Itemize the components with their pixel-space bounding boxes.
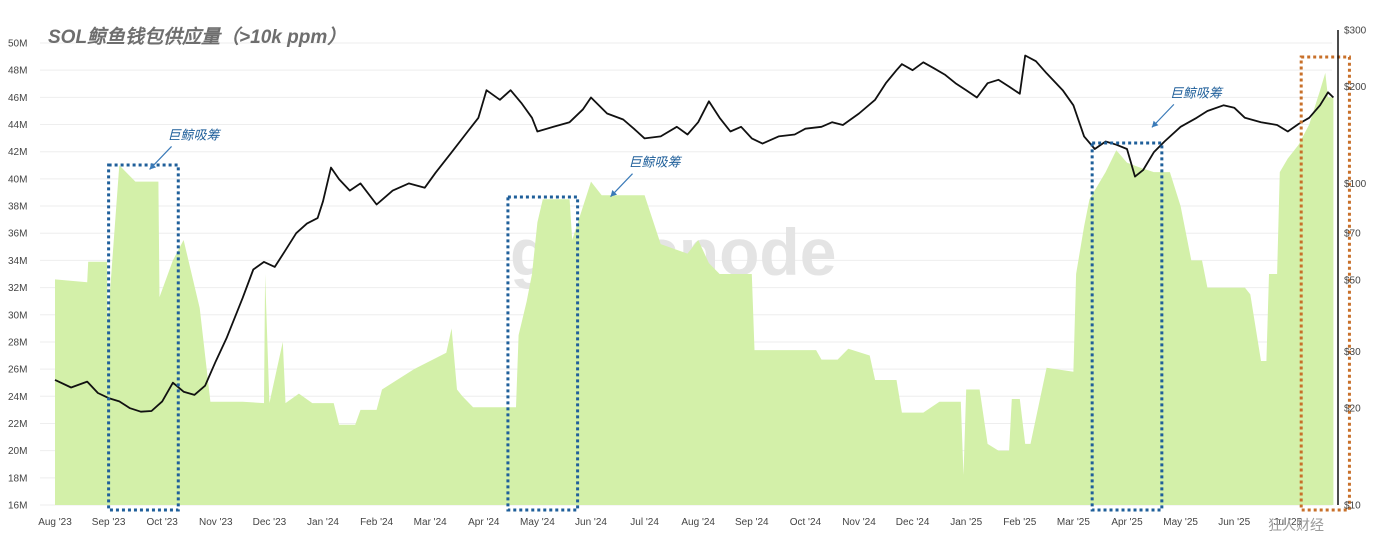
x-tick-label: Sep '24 bbox=[735, 517, 769, 528]
x-tick-label: Apr '25 bbox=[1111, 517, 1143, 528]
annotation-arrowhead bbox=[610, 190, 618, 197]
x-tick-label: Aug '24 bbox=[681, 517, 715, 528]
annotation-label: 巨鲸吸筹 bbox=[168, 127, 222, 142]
whale-supply-area bbox=[55, 72, 1334, 506]
price-line-series bbox=[54, 54, 1335, 413]
sol-price-line bbox=[54, 54, 1335, 413]
x-tick-label: Nov '24 bbox=[842, 517, 876, 528]
x-tick-label: Dec '24 bbox=[896, 517, 930, 528]
y-left-tick-label: 34M bbox=[8, 256, 27, 267]
y-left-tick-label: 32M bbox=[8, 283, 27, 294]
x-tick-label: Jan '25 bbox=[950, 517, 982, 528]
annotation-arrowhead bbox=[149, 162, 157, 170]
x-tick-label: Feb '24 bbox=[360, 517, 393, 528]
x-tick-label: Aug '23 bbox=[38, 517, 72, 528]
y-left-tick-label: 28M bbox=[8, 337, 27, 348]
x-tick-label: Nov '23 bbox=[199, 517, 233, 528]
x-tick-label: Feb '25 bbox=[1003, 517, 1036, 528]
x-tick-label: Mar '24 bbox=[414, 517, 447, 528]
x-tick-label: Jun '25 bbox=[1218, 517, 1250, 528]
y-right-tick-label: $20 bbox=[1344, 404, 1361, 415]
x-tick-label: Jan '24 bbox=[307, 517, 339, 528]
highlight-box bbox=[1090, 141, 1164, 512]
y-left-tick-label: 26M bbox=[8, 365, 27, 376]
y-axis-right: $300 $200 $100 $70 $50 $30 $20 $10 bbox=[1344, 26, 1367, 512]
y-left-tick-label: 22M bbox=[8, 419, 27, 430]
annotation-label: 巨鲸吸筹 bbox=[1170, 85, 1224, 100]
y-left-tick-label: 42M bbox=[8, 147, 27, 158]
y-left-tick-label: 38M bbox=[8, 202, 27, 213]
footer-text: 狂人财经 bbox=[1268, 517, 1324, 533]
y-left-tick-label: 18M bbox=[8, 473, 27, 484]
chart-title: SOL鲸鱼钱包供应量（>10k ppm） bbox=[48, 26, 346, 48]
y-left-tick-label: 24M bbox=[8, 392, 27, 403]
x-tick-label: Apr '24 bbox=[468, 517, 500, 528]
y-left-tick-label: 46M bbox=[8, 93, 27, 104]
y-right-tick-label: $100 bbox=[1344, 179, 1367, 190]
x-tick-label: Jul '24 bbox=[630, 517, 659, 528]
y-left-tick-label: 48M bbox=[8, 66, 27, 77]
y-right-tick-label: $10 bbox=[1344, 501, 1361, 512]
y-left-tick-label: 36M bbox=[8, 229, 27, 240]
x-tick-label: May '24 bbox=[520, 517, 555, 528]
y-right-tick-label: $300 bbox=[1344, 26, 1367, 37]
y-left-tick-label: 50M bbox=[8, 39, 27, 50]
y-right-tick-label: $70 bbox=[1344, 229, 1361, 240]
annotation-arrowhead bbox=[1151, 120, 1159, 128]
y-left-tick-label: 20M bbox=[8, 446, 27, 457]
x-tick-label: Sep '23 bbox=[92, 517, 126, 528]
y-left-tick-label: 40M bbox=[8, 174, 27, 185]
highlight-box bbox=[107, 163, 180, 512]
x-tick-label: Dec '23 bbox=[253, 517, 287, 528]
y-right-tick-label: $50 bbox=[1344, 276, 1361, 287]
x-tick-label: May '25 bbox=[1163, 517, 1198, 528]
x-tick-label: Mar '25 bbox=[1057, 517, 1090, 528]
y-left-tick-label: 16M bbox=[8, 501, 27, 512]
x-tick-label: Oct '23 bbox=[147, 517, 179, 528]
area-series bbox=[55, 72, 1334, 506]
x-tick-label: Jun '24 bbox=[575, 517, 607, 528]
y-axis-left: 50M 48M 46M 44M 42M 40M 38M 36M 34M 32M 30M 28M 26M 2… bbox=[8, 39, 27, 512]
highlight-box bbox=[1299, 55, 1351, 512]
highlight-box bbox=[506, 195, 580, 512]
x-tick-label: Jul '25 bbox=[1274, 517, 1303, 528]
annotation-label: 巨鲸吸筹 bbox=[629, 155, 683, 170]
y-right-tick-label: $200 bbox=[1344, 82, 1367, 93]
x-tick-label: Oct '24 bbox=[790, 517, 822, 528]
y-right-tick-label: $30 bbox=[1344, 347, 1361, 358]
y-left-tick-label: 30M bbox=[8, 310, 27, 321]
highlight-boxes bbox=[107, 55, 1351, 512]
y-left-tick-label: 44M bbox=[8, 120, 27, 131]
x-axis: Aug '23 Sep '23 Oct '23 Nov '23 Dec '23 Jan '… bbox=[38, 517, 1302, 528]
